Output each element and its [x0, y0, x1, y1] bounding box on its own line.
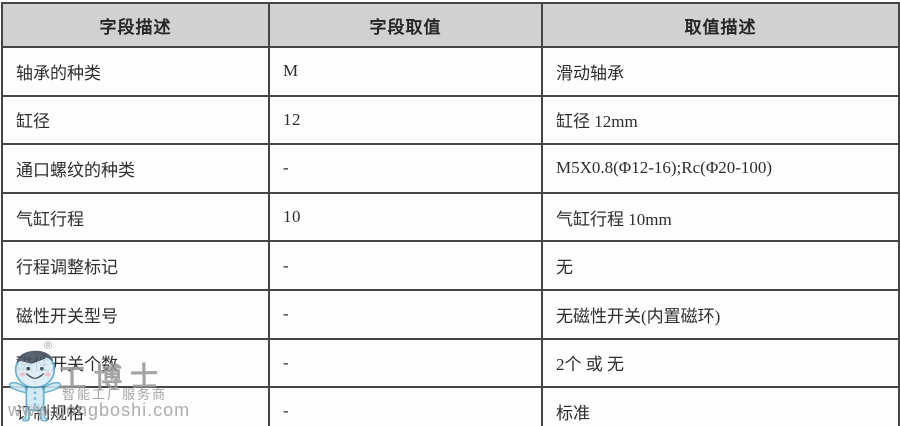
value-cell: -	[268, 288, 543, 340]
desc-cell: 缸径 12mm	[541, 94, 900, 146]
field-cell: 磁性开关个数	[1, 337, 270, 389]
desc-cell: M5X0.8(Φ12-16);Rc(Φ20-100)	[541, 143, 900, 194]
field-cell: 轴承的种类	[1, 46, 270, 97]
table-row: 磁性开关个数 - 2个 或 无	[1, 337, 900, 389]
desc-cell: 2个 或 无	[541, 337, 900, 389]
value-cell: -	[268, 386, 543, 426]
desc-cell: 滑动轴承	[541, 46, 900, 97]
value-cell: -	[268, 143, 543, 194]
value-cell: -	[268, 240, 543, 291]
header-row: 字段描述 字段取值 取值描述	[1, 2, 900, 48]
column-header-field-desc: 字段描述	[1, 2, 270, 48]
field-cell: 磁性开关型号	[1, 288, 270, 340]
table-row: 轴承的种类 M 滑动轴承	[1, 46, 900, 97]
field-cell: 通口螺纹的种类	[1, 143, 270, 194]
field-cell: 缸径	[1, 94, 270, 146]
value-cell: -	[268, 337, 543, 389]
field-cell: 订制规格	[1, 386, 270, 426]
desc-cell: 气缸行程 10mm	[541, 191, 900, 243]
column-header-value-desc: 取值描述	[541, 2, 900, 48]
desc-cell: 无磁性开关(内置磁环)	[541, 288, 900, 340]
column-header-field-value: 字段取值	[268, 2, 543, 48]
table-row: 气缸行程 10 气缸行程 10mm	[1, 191, 900, 243]
table-row: 通口螺纹的种类 - M5X0.8(Φ12-16);Rc(Φ20-100)	[1, 143, 900, 194]
table-row: 行程调整标记 - 无	[1, 240, 900, 291]
field-cell: 行程调整标记	[1, 240, 270, 291]
table-row: 订制规格 - 标准	[1, 386, 900, 426]
table-row: 磁性开关型号 - 无磁性开关(内置磁环)	[1, 288, 900, 340]
value-cell: 12	[268, 94, 543, 146]
field-cell: 气缸行程	[1, 191, 270, 243]
value-cell: 10	[268, 191, 543, 243]
table-row: 缸径 12 缸径 12mm	[1, 94, 900, 146]
value-cell: M	[268, 46, 543, 97]
desc-cell: 无	[541, 240, 900, 291]
desc-cell: 标准	[541, 386, 900, 426]
